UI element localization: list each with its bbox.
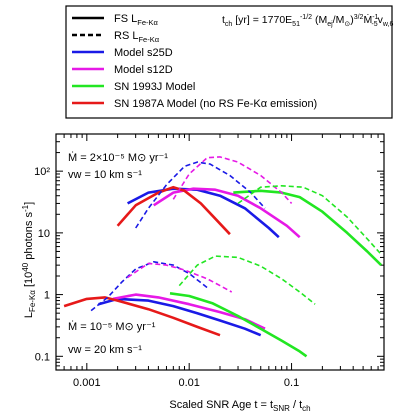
plot-area: 0.001 0.01 0.1 0.1 1 10 10² — [34, 133, 385, 389]
x-tick-label: 0.01 — [178, 377, 199, 389]
y-tick-label: 1 — [44, 290, 50, 302]
legend-label-3: Model s12D — [114, 64, 173, 76]
series-top-fs-2 — [233, 189, 383, 267]
x-tick-label: 0.001 — [73, 377, 101, 389]
series-top-fs-0 — [127, 187, 280, 239]
panel-annotations: Ṁ = 2×10⁻⁵ M⊙ yr⁻¹ vᴡ = 10 km s⁻¹ Ṁ = 10⁻⁵… — [68, 151, 168, 356]
y-axis-label: LFe-Kα [1040 photons s-1] — [21, 202, 37, 318]
legend-label-0: FS LFe-Kα — [114, 13, 158, 27]
series-bottom-rs-13 — [178, 255, 316, 305]
series-bottom-fs-10 — [63, 296, 221, 337]
series-top-rs-6 — [237, 185, 382, 255]
legend: FS LFe-Kα RS LFe-Kα Model s25D Model s12D SN… — [65, 5, 393, 119]
legend-label-5: SN 1987A Model (no RS Fe-Kα emission) — [114, 98, 317, 110]
x-axis-label: Scaled SNR Age t = tSNR / tch — [169, 399, 310, 413]
series-top-rs-4 — [135, 161, 266, 229]
series-top-rs-5 — [172, 156, 293, 204]
y-tick-label: 10 — [38, 228, 50, 240]
y-tick-label: 0.1 — [35, 351, 50, 363]
annotation-bottom-vw: vᴡ = 20 km s⁻¹ — [68, 344, 142, 356]
legend-label-2: Model s25D — [114, 47, 173, 59]
series-bottom-rs-11 — [90, 260, 208, 312]
legend-label-1: RS LFe-Kα — [114, 30, 160, 44]
x-tick-label: 0.1 — [284, 377, 299, 389]
annotation-top-vw: vᴡ = 10 km s⁻¹ — [68, 169, 142, 181]
series-bottom-fs-7 — [98, 297, 262, 337]
svg-text:tch [yr] = 1770E51-1/2: tch [yr] = 1770E51-1/2 (Mej/M⊙)3/2Ṁ-1 -5v… — [222, 10, 394, 29]
series-bottom-rs-12 — [127, 262, 233, 293]
y-tick-label: 10² — [34, 166, 50, 178]
series-bottom-fs-9 — [169, 292, 308, 358]
annotation-top-mdot: Ṁ = 2×10⁻⁵ M⊙ yr⁻¹ — [68, 151, 168, 164]
annotation-bottom-mdot: Ṁ = 10⁻⁵ M⊙ yr⁻¹ — [68, 320, 156, 333]
series-top-fs-1 — [152, 187, 301, 239]
legend-formula: tch [yr] = 1770E51-1/2 (Mej/M⊙)3/2Ṁ-1 -5v… — [222, 10, 394, 29]
legend-label-4: SN 1993J Model — [114, 81, 195, 93]
